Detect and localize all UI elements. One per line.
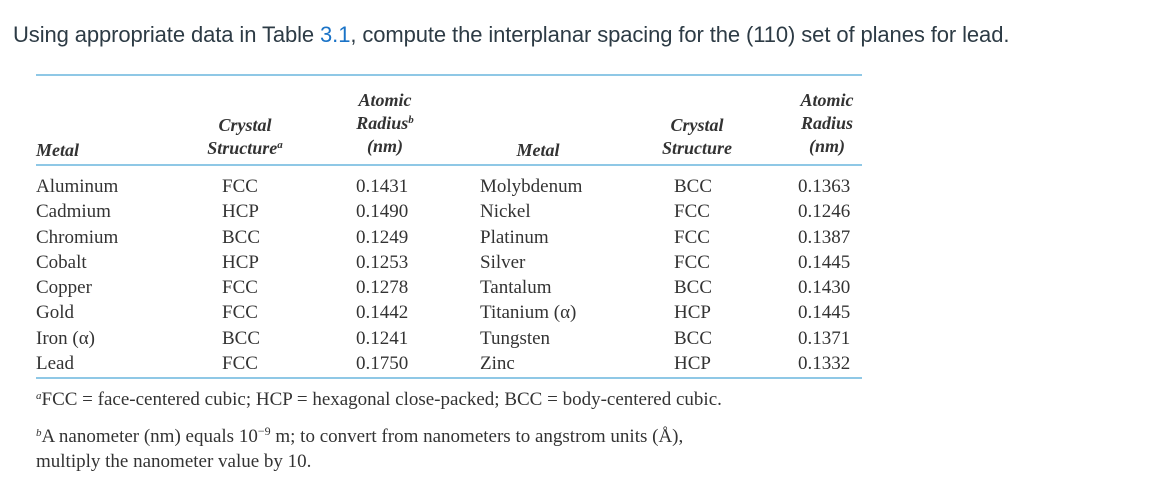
table-cell: FCC: [222, 353, 258, 375]
header-metal-left: Metal: [36, 140, 79, 160]
table-cell: FCC: [222, 176, 258, 197]
header-structure-right: Crystal Structure: [661, 115, 733, 158]
table-cell: 0.1249: [356, 226, 409, 248]
table-cell: FCC: [674, 201, 710, 223]
table-cell: FCC: [674, 251, 710, 273]
table-cell: Copper: [36, 277, 92, 299]
table-cell: BCC: [222, 327, 261, 349]
table-cell: HCP: [222, 251, 259, 273]
header-radius-right: Atomic Radius (nm): [800, 90, 854, 156]
table-cell: Aluminum: [36, 176, 119, 197]
table-cell: Tantalum: [480, 277, 552, 299]
table-cell: Cadmium: [36, 201, 111, 223]
table-cell: Nickel: [480, 201, 531, 223]
table-cell: FCC: [674, 226, 710, 248]
table-cell: HCP: [674, 302, 711, 324]
footnote-b: bA nanometer (nm) equals 10−9 m; to conv…: [36, 424, 684, 472]
table-cell: 0.1430: [798, 277, 851, 299]
table-cell: Gold: [36, 302, 74, 324]
question-text-start: Using appropriate data in Table: [13, 22, 321, 47]
table-cell: BCC: [674, 327, 713, 349]
left-radius-column: 0.1431 0.1490 0.1249 0.1253 0.1278 0.144…: [356, 174, 408, 376]
table-cell: 0.1246: [798, 201, 851, 223]
table-cell: 0.1442: [356, 302, 409, 324]
header-metal-right: Metal: [516, 140, 560, 160]
table-link[interactable]: 3.1: [320, 22, 351, 47]
table-cell: Cobalt: [36, 251, 87, 273]
table-cell: BCC: [222, 226, 261, 248]
table-cell: 0.1241: [356, 327, 409, 349]
table-cell: Chromium: [36, 226, 119, 248]
table-cell: FCC: [222, 277, 258, 299]
table-bottom-rule: [36, 377, 862, 379]
table-cell: FCC: [222, 302, 258, 324]
table-cell: Silver: [480, 251, 526, 273]
table-cell: Platinum: [480, 226, 549, 248]
table-cell: Tungsten: [480, 327, 551, 349]
table-cell: 0.1445: [798, 251, 851, 273]
table-cell: Zinc: [480, 353, 515, 375]
table-cell: 0.1445: [798, 302, 851, 324]
footnote-b-marker: b: [408, 114, 414, 126]
table-cell: BCC: [674, 176, 713, 197]
table-header-rule: [36, 164, 862, 166]
table-cell: 0.1387: [798, 226, 851, 248]
table-cell: 0.1332: [798, 353, 851, 375]
header-structure-left: Crystal Structurea: [207, 115, 283, 158]
table-cell: Iron (α): [36, 327, 96, 349]
right-radius-column: 0.1363 0.1246 0.1387 0.1445 0.1430 0.144…: [798, 174, 850, 376]
question-text: Using appropriate data in Table 3.1, com…: [13, 22, 1009, 48]
table-cell: 0.1750: [356, 353, 409, 375]
table-cell: 0.1253: [356, 251, 409, 273]
table-top-rule: [36, 74, 862, 76]
question-text-end: , compute the interplanar spacing for th…: [350, 22, 1010, 47]
table-cell: 0.1371: [798, 327, 851, 349]
table-cell: Titanium (α): [480, 302, 577, 324]
table-cell: HCP: [674, 353, 711, 375]
table-cell: Molybdenum: [480, 176, 583, 197]
table-cell: HCP: [222, 201, 259, 223]
header-radius-left: Atomic Radiusb (nm): [356, 90, 414, 156]
table-cell: 0.1431: [356, 176, 409, 197]
left-structure-column: FCC HCP BCC HCP FCC FCC BCC FCC: [222, 174, 260, 376]
right-metal-column: Molybdenum Nickel Platinum Silver Tantal…: [480, 174, 582, 376]
table-cell: BCC: [674, 277, 713, 299]
table-cell: 0.1490: [356, 201, 409, 223]
table-cell: 0.1278: [356, 277, 409, 299]
left-metal-column: Aluminum Cadmium Chromium Cobalt Copper …: [36, 174, 118, 376]
footnote-a-marker: a: [277, 139, 283, 151]
table-cell: Lead: [36, 353, 74, 375]
right-structure-column: BCC FCC FCC FCC BCC HCP BCC HCP: [674, 174, 712, 376]
table-cell: 0.1363: [798, 176, 851, 197]
footnote-a: aFCC = face-centered cubic; HCP = hexago…: [36, 389, 722, 410]
